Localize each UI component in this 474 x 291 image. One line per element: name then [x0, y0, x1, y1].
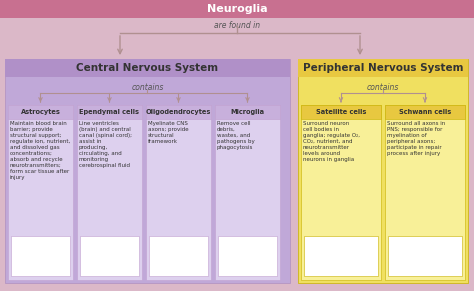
Text: Surround neuron
cell bodies in
ganglia; regulate O₂,
CO₂, nutrient, and
neurotra: Surround neuron cell bodies in ganglia; …: [303, 121, 360, 162]
Text: Surround all axons in
PNS; responsible for
myelination of
peripheral axons;
part: Surround all axons in PNS; responsible f…: [387, 121, 445, 156]
Bar: [385, 105, 465, 119]
Bar: [0, 0, 474, 18]
Bar: [304, 236, 378, 276]
Bar: [218, 236, 277, 276]
Bar: [215, 105, 280, 119]
Text: Schwann cells: Schwann cells: [399, 109, 451, 115]
Bar: [77, 105, 142, 119]
Bar: [8, 105, 73, 119]
Text: Line ventricles
(brain) and central
canal (spinal cord);
assist in
producing,
ci: Line ventricles (brain) and central cana…: [79, 121, 132, 168]
Bar: [298, 59, 468, 283]
Text: Maintain blood brain
barrier; provide
structural support;
regulate ion, nutrient: Maintain blood brain barrier; provide st…: [10, 121, 70, 180]
Bar: [11, 236, 70, 276]
Text: Microglia: Microglia: [230, 109, 264, 115]
Text: Neuroglia: Neuroglia: [207, 4, 267, 14]
Bar: [8, 105, 73, 280]
Text: Myelinate CNS
axons; provide
structural
framework: Myelinate CNS axons; provide structural …: [148, 121, 189, 144]
Text: contains: contains: [367, 83, 399, 91]
Bar: [301, 105, 381, 119]
Bar: [146, 105, 211, 119]
Bar: [146, 105, 211, 280]
Bar: [5, 59, 290, 77]
Text: Astrocytes: Astrocytes: [20, 109, 61, 115]
Text: Peripheral Nervous System: Peripheral Nervous System: [303, 63, 463, 73]
Text: Remove cell
debris,
wastes, and
pathogens by
phagocytosis: Remove cell debris, wastes, and pathogen…: [217, 121, 255, 150]
Bar: [5, 59, 290, 283]
Bar: [215, 105, 280, 280]
Text: contains: contains: [131, 83, 164, 91]
Text: Ependymal cells: Ependymal cells: [80, 109, 139, 115]
Bar: [298, 59, 468, 77]
Text: Oligodendrocytes: Oligodendrocytes: [146, 109, 211, 115]
Bar: [388, 236, 462, 276]
Bar: [149, 236, 208, 276]
Text: Central Nervous System: Central Nervous System: [76, 63, 219, 73]
Bar: [301, 105, 381, 280]
Bar: [80, 236, 139, 276]
Bar: [77, 105, 142, 280]
Text: Satellite cells: Satellite cells: [316, 109, 366, 115]
Bar: [385, 105, 465, 280]
Text: are found in: are found in: [214, 22, 260, 31]
